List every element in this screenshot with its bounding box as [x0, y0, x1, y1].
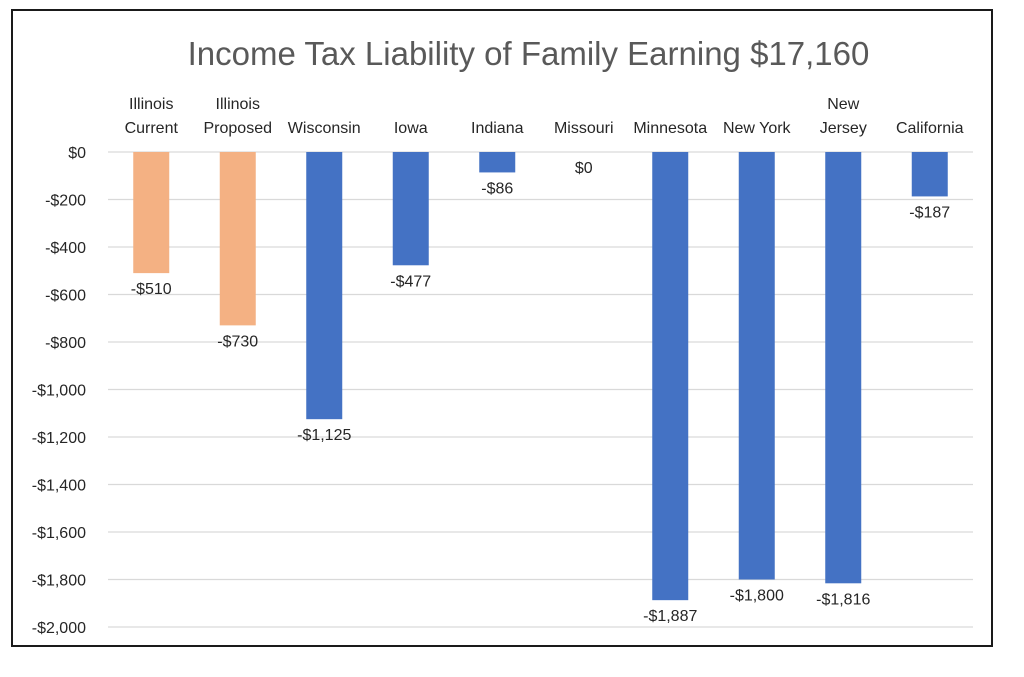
category-label: Illinois — [129, 96, 173, 113]
data-label: $0 — [575, 160, 593, 177]
data-label: -$1,125 — [297, 427, 351, 444]
data-label: -$1,816 — [816, 591, 870, 608]
bar — [392, 152, 429, 266]
category-label: Current — [125, 120, 179, 137]
data-label: -$86 — [481, 180, 513, 197]
category-label: New York — [723, 120, 792, 137]
data-labels: -$510 -$730 -$1,125 -$477 -$86 $0 -$1,887 -$1,8… — [131, 160, 951, 625]
category-label: Minnesota — [633, 120, 707, 137]
y-tick-label: -$1,400 — [32, 478, 86, 495]
category-label: Wisconsin — [288, 120, 361, 137]
category-label: California — [896, 120, 964, 137]
bar — [825, 152, 862, 584]
y-tick-label: -$1,200 — [32, 430, 86, 447]
category-label: New — [827, 96, 859, 113]
category-label: Proposed — [204, 120, 273, 137]
y-tick-label: -$1,000 — [32, 383, 86, 400]
y-tick-label: -$400 — [45, 240, 86, 257]
y-tick-label: -$200 — [45, 193, 86, 210]
data-label: -$730 — [217, 333, 258, 350]
category-label: Illinois — [216, 96, 260, 113]
category-label: Missouri — [554, 120, 614, 137]
category-label: Iowa — [394, 120, 428, 137]
category-labels: Illinois Current Illinois Proposed Wisconsin… — [125, 96, 964, 137]
y-tick-label: -$1,800 — [32, 573, 86, 590]
bar — [306, 152, 343, 420]
bar — [219, 152, 256, 326]
bar — [133, 152, 170, 274]
chart-frame: Income Tax Liability of Family Earning $… — [11, 9, 993, 647]
bar — [738, 152, 775, 580]
bar-chart: Income Tax Liability of Family Earning $… — [32, 35, 973, 637]
chart-title: Income Tax Liability of Family Earning $… — [188, 35, 870, 72]
bars — [133, 152, 948, 601]
data-label: -$187 — [909, 204, 950, 221]
data-label: -$510 — [131, 281, 172, 298]
y-tick-label: -$1,600 — [32, 525, 86, 542]
category-label: Jersey — [820, 120, 867, 137]
y-tick-label: -$800 — [45, 335, 86, 352]
data-label: -$1,800 — [730, 588, 784, 605]
category-label: Indiana — [471, 120, 524, 137]
y-tick-label: $0 — [68, 145, 86, 162]
data-label: -$1,887 — [643, 608, 697, 625]
bar — [479, 152, 516, 173]
y-tick-label: -$2,000 — [32, 620, 86, 637]
y-axis-ticks: $0 -$200 -$400 -$600 -$800 -$1,000 -$1,200 -$1,… — [32, 145, 86, 637]
data-label: -$477 — [390, 273, 431, 290]
y-tick-label: -$600 — [45, 288, 86, 305]
bar — [652, 152, 689, 601]
bar — [911, 152, 948, 197]
